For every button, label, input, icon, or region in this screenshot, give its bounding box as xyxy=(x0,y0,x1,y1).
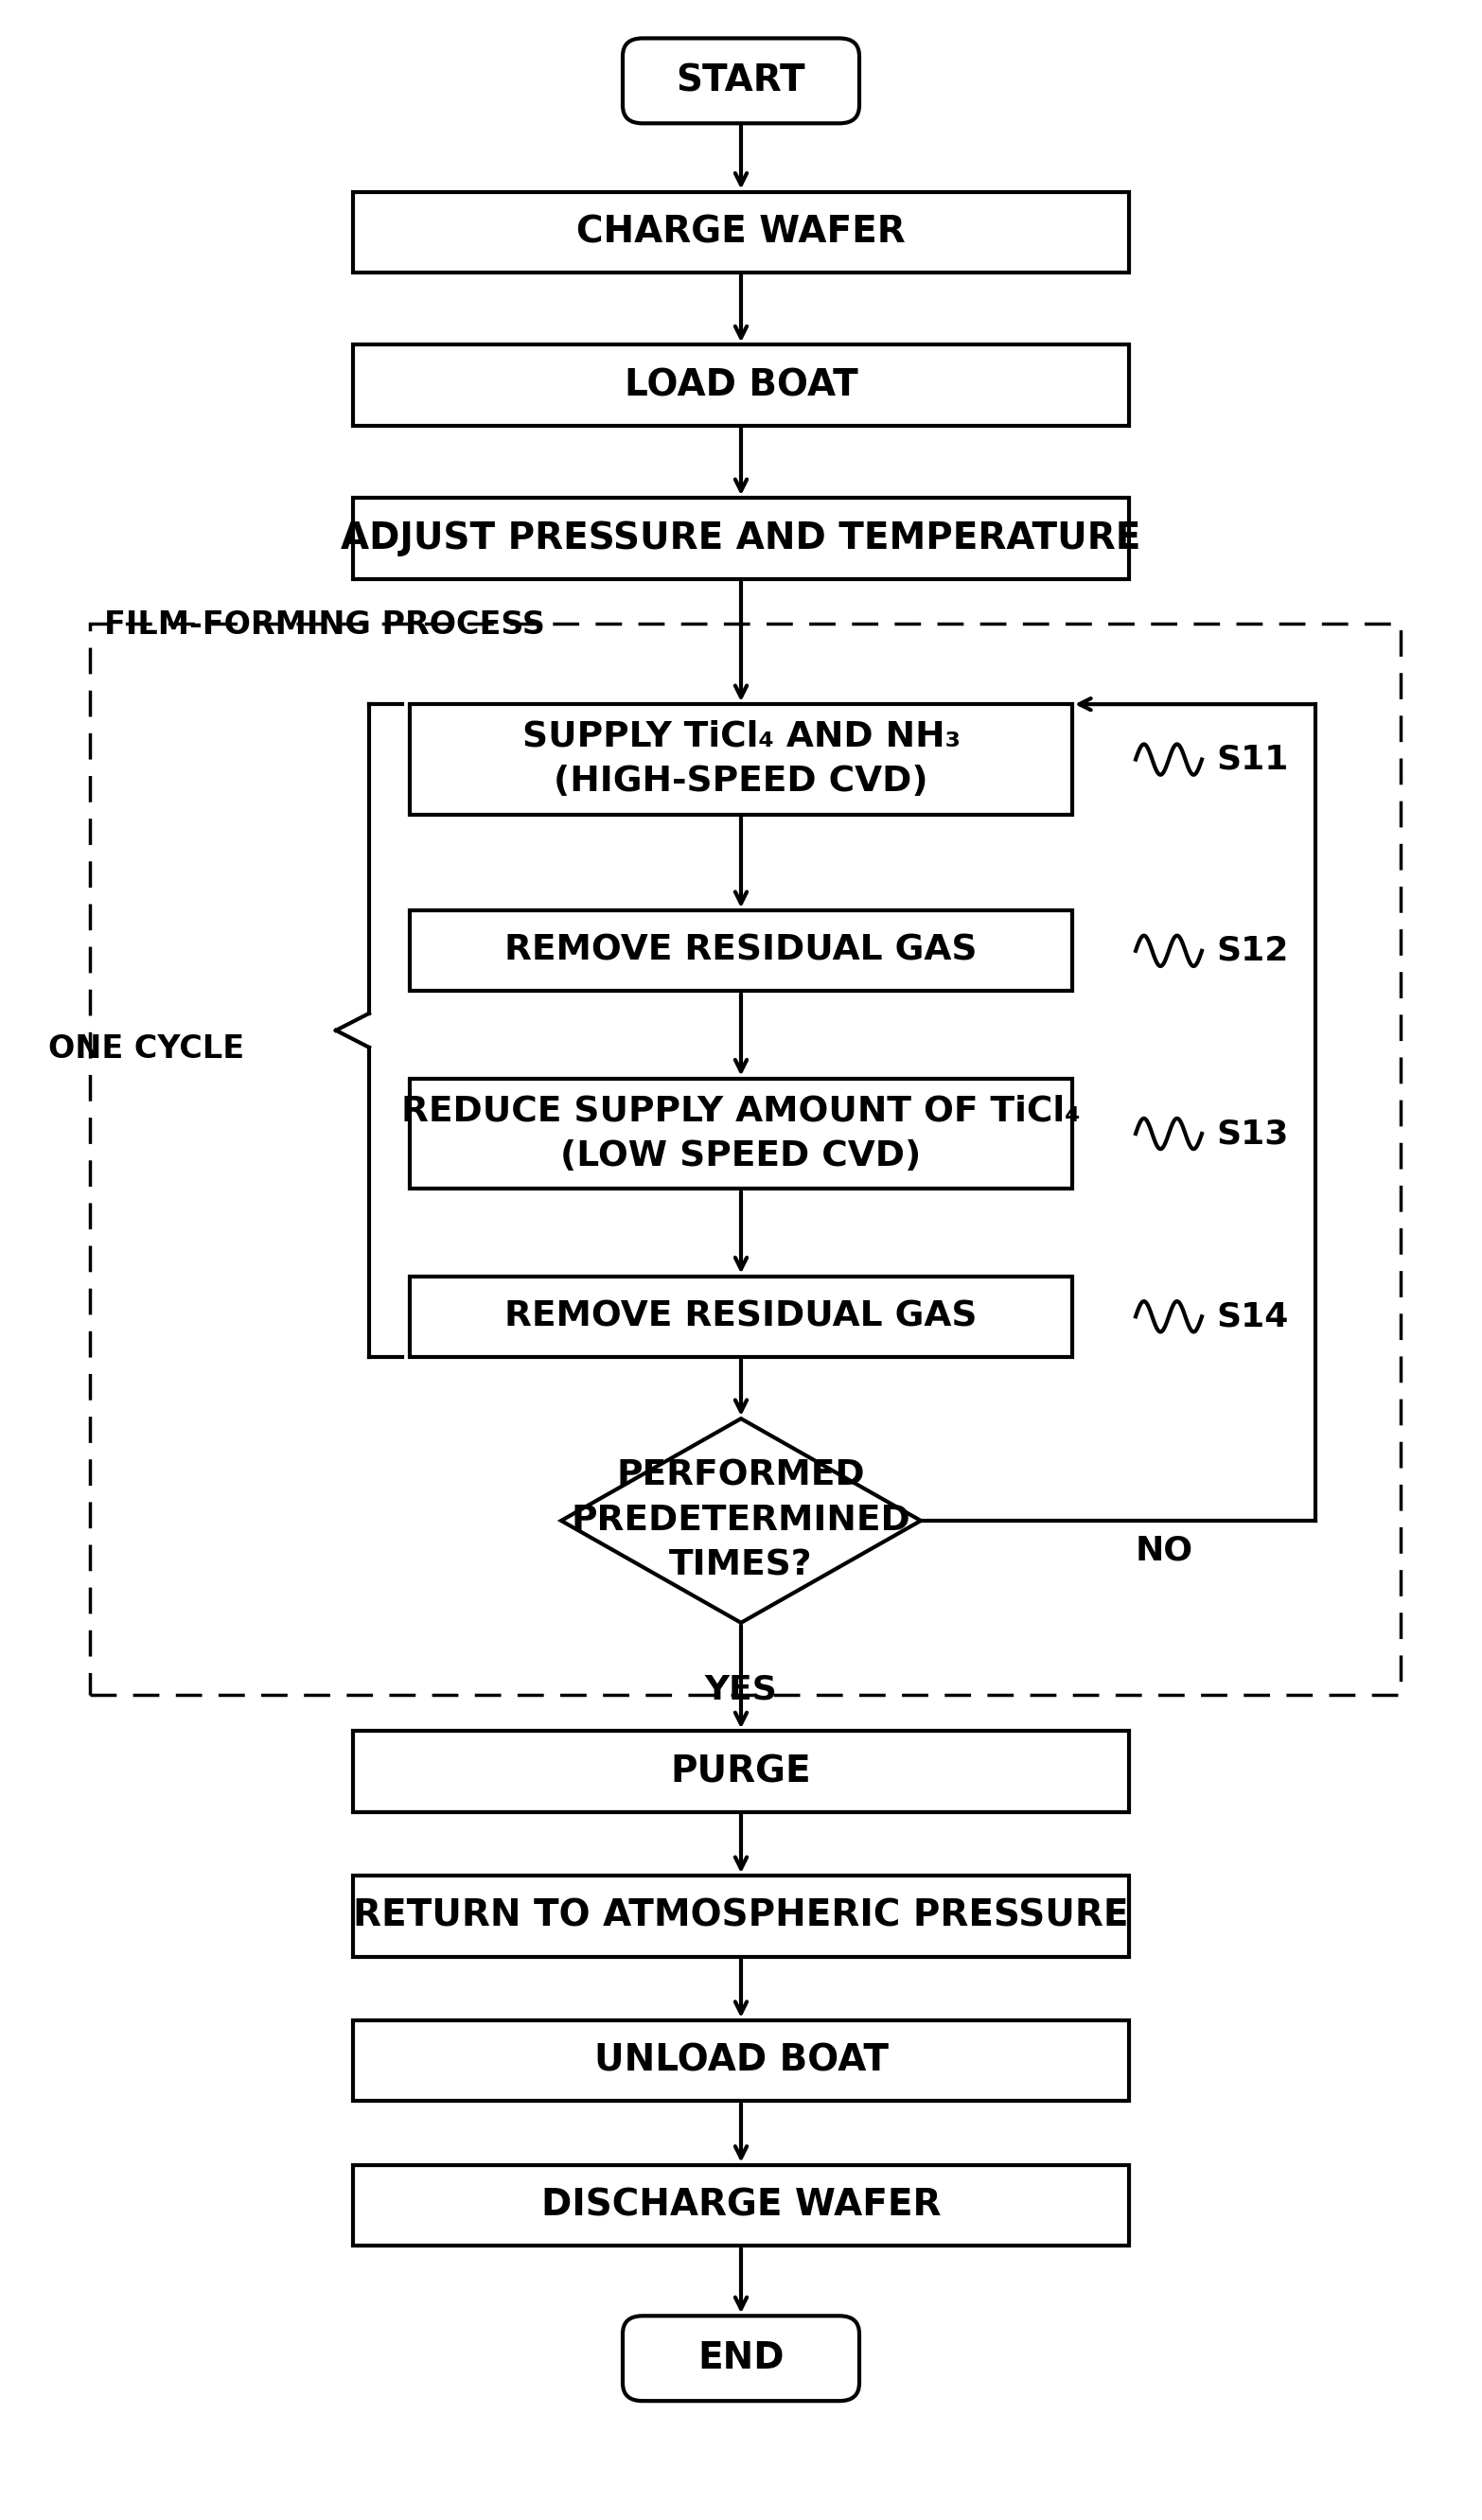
FancyBboxPatch shape xyxy=(411,1275,1071,1356)
Text: PURGE: PURGE xyxy=(671,1754,811,1789)
Text: SUPPLY TiCl₄ AND NH₃
(HIGH-SPEED CVD): SUPPLY TiCl₄ AND NH₃ (HIGH-SPEED CVD) xyxy=(522,721,960,799)
Text: LOAD BOAT: LOAD BOAT xyxy=(624,368,858,403)
Text: DISCHARGE WAFER: DISCHARGE WAFER xyxy=(541,2187,941,2223)
Text: REDUCE SUPPLY AMOUNT OF TiCl₄
(LOW SPEED CVD): REDUCE SUPPLY AMOUNT OF TiCl₄ (LOW SPEED… xyxy=(402,1094,1080,1174)
FancyBboxPatch shape xyxy=(353,2165,1129,2245)
FancyBboxPatch shape xyxy=(353,1731,1129,1812)
Polygon shape xyxy=(562,1419,920,1623)
FancyBboxPatch shape xyxy=(411,910,1071,990)
Text: ONE CYCLE: ONE CYCLE xyxy=(49,1033,245,1063)
Text: PERFORMED
PREDETERMINED
TIMES?: PERFORMED PREDETERMINED TIMES? xyxy=(571,1459,911,1583)
FancyBboxPatch shape xyxy=(353,1875,1129,1956)
Text: YES: YES xyxy=(704,1673,778,1706)
FancyBboxPatch shape xyxy=(353,345,1129,426)
FancyBboxPatch shape xyxy=(353,192,1129,272)
Text: FILM-FORMING PROCESS: FILM-FORMING PROCESS xyxy=(104,610,545,640)
Text: REMOVE RESIDUAL GAS: REMOVE RESIDUAL GAS xyxy=(505,935,977,968)
Text: S13: S13 xyxy=(1217,1116,1288,1149)
Text: S11: S11 xyxy=(1217,743,1288,776)
Text: UNLOAD BOAT: UNLOAD BOAT xyxy=(594,2044,888,2079)
Text: END: END xyxy=(698,2341,784,2376)
Text: ADJUST PRESSURE AND TEMPERATURE: ADJUST PRESSURE AND TEMPERATURE xyxy=(341,522,1141,557)
FancyBboxPatch shape xyxy=(411,1079,1071,1189)
FancyBboxPatch shape xyxy=(411,703,1071,814)
Text: S14: S14 xyxy=(1217,1300,1288,1333)
FancyBboxPatch shape xyxy=(353,2021,1129,2102)
Text: CHARGE WAFER: CHARGE WAFER xyxy=(576,214,906,249)
FancyBboxPatch shape xyxy=(353,499,1129,580)
Text: S12: S12 xyxy=(1217,935,1288,968)
Text: START: START xyxy=(676,63,806,98)
Text: REMOVE RESIDUAL GAS: REMOVE RESIDUAL GAS xyxy=(505,1300,977,1333)
Text: NO: NO xyxy=(1135,1535,1193,1567)
Text: RETURN TO ATMOSPHERIC PRESSURE: RETURN TO ATMOSPHERIC PRESSURE xyxy=(353,1898,1129,1935)
FancyBboxPatch shape xyxy=(622,2316,860,2402)
FancyBboxPatch shape xyxy=(622,38,860,123)
